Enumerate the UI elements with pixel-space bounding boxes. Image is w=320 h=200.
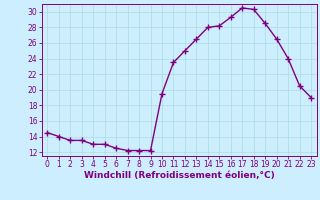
X-axis label: Windchill (Refroidissement éolien,°C): Windchill (Refroidissement éolien,°C) — [84, 171, 275, 180]
